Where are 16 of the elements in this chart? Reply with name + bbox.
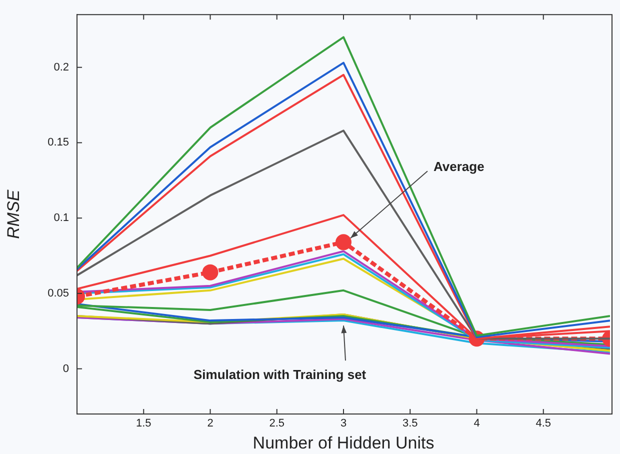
x-tick-label: 1.5 (136, 418, 152, 430)
y-tick-label: 0 (62, 362, 69, 375)
y-tick-label: 0.15 (48, 136, 69, 149)
y-tick-label: 0.05 (48, 287, 69, 300)
x-tick-label: 2.5 (269, 418, 285, 430)
x-axis-title: Number of Hidden Units (252, 433, 434, 452)
x-tick-label: 4.5 (536, 418, 552, 430)
x-tick-label: 4 (474, 418, 480, 430)
y-tick-label: 0.1 (54, 212, 69, 224)
x-tick-label: 3.5 (402, 418, 418, 430)
annotation: Average (434, 158, 484, 174)
x-tick-label: 3 (340, 418, 347, 430)
annotation: Simulation with Training set (194, 367, 367, 382)
y-tick-label: 0.2 (54, 61, 69, 74)
x-tick-label: 2 (207, 418, 214, 430)
y-axis-title: RMSE (4, 189, 23, 239)
